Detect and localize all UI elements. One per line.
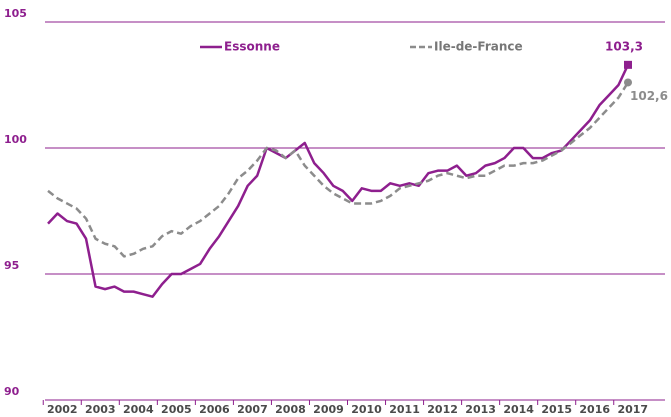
x-tick-label: 2017 <box>617 403 648 416</box>
legend-label: Ile-de-France <box>434 40 523 54</box>
x-tick-label: 2013 <box>465 403 496 416</box>
x-tick-label: 2009 <box>313 403 344 416</box>
x-tick-label: 2005 <box>161 403 192 416</box>
end-marker <box>624 60 632 69</box>
data-label: 102,6 <box>630 89 668 103</box>
legend-label: Essonne <box>224 40 280 54</box>
x-tick-label: 2002 <box>47 403 78 416</box>
x-tick-label: 2008 <box>275 403 306 416</box>
end-marker <box>624 78 632 87</box>
x-tick-label: 2003 <box>85 403 116 416</box>
series-line <box>47 81 630 258</box>
y-tick-label: 90 <box>4 385 20 398</box>
x-tick-label: 2012 <box>427 403 458 416</box>
x-tick-label: 2007 <box>237 403 268 416</box>
y-tick-label: 105 <box>4 7 27 20</box>
x-tick-label: 2010 <box>351 403 382 416</box>
data-label: 103,3 <box>605 39 643 53</box>
y-tick-label: 100 <box>4 133 27 146</box>
x-tick-label: 2004 <box>123 403 154 416</box>
x-tick-label: 2011 <box>389 403 420 416</box>
x-tick-label: 2006 <box>199 403 230 416</box>
series-line <box>47 64 630 298</box>
x-tick-label: 2014 <box>503 403 534 416</box>
y-tick-label: 95 <box>4 259 19 272</box>
x-tick-label: 2016 <box>579 403 610 416</box>
x-tick-label: 2015 <box>541 403 572 416</box>
